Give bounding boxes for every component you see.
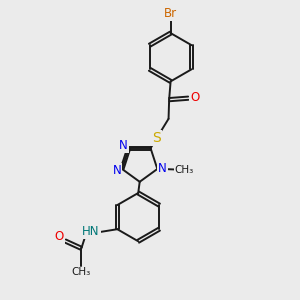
Text: S: S bbox=[152, 130, 161, 145]
Text: O: O bbox=[190, 91, 200, 104]
Text: O: O bbox=[55, 230, 64, 243]
Text: N: N bbox=[158, 163, 167, 176]
Text: HN: HN bbox=[82, 225, 100, 238]
Text: Br: Br bbox=[164, 8, 177, 20]
Text: CH₃: CH₃ bbox=[175, 165, 194, 175]
Text: CH₃: CH₃ bbox=[72, 268, 91, 278]
Text: N: N bbox=[119, 139, 128, 152]
Text: N: N bbox=[112, 164, 121, 177]
